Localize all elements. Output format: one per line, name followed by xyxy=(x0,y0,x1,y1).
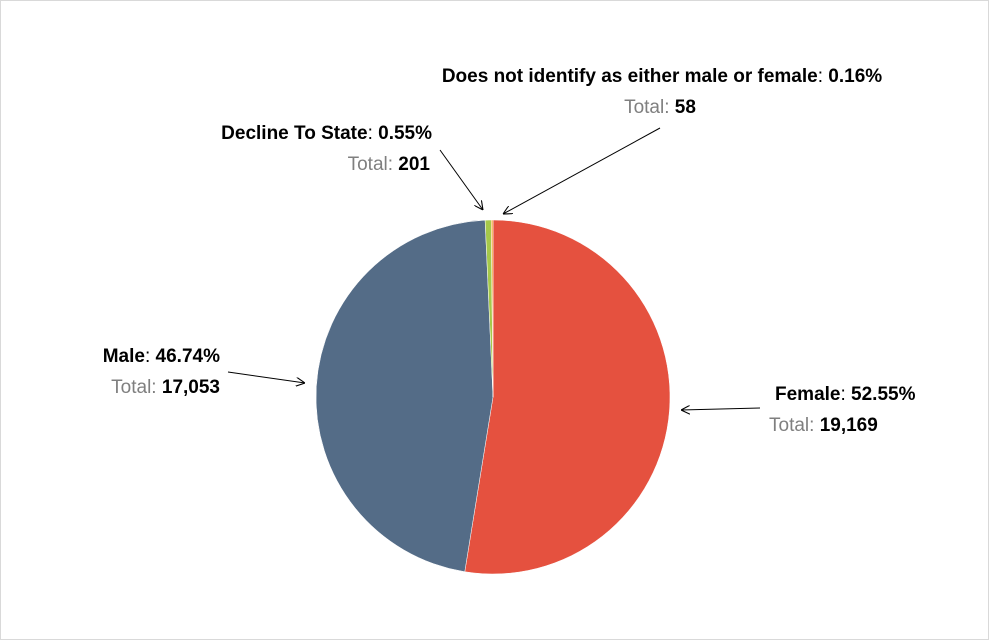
pie-slice xyxy=(490,219,494,398)
leader-arrow xyxy=(681,408,761,410)
pie-slice xyxy=(315,219,494,573)
total-label: Total: xyxy=(111,377,156,398)
total-value: 58 xyxy=(675,97,696,118)
leader-arrow xyxy=(503,127,661,214)
total-line: Total: 17,053 xyxy=(111,377,220,398)
value-label: 0.16% xyxy=(828,66,882,87)
category-name: Decline To State xyxy=(221,123,367,144)
total-label: Total: xyxy=(348,154,393,175)
value-label: 0.55% xyxy=(378,123,432,144)
total-label: Total: xyxy=(769,415,814,436)
leader-arrow xyxy=(439,149,483,210)
slice-label: Female: 52.55% xyxy=(775,384,916,405)
separator: : xyxy=(145,346,150,367)
total-label: Total: xyxy=(624,97,669,118)
value-label: 52.55% xyxy=(851,384,916,405)
slice-label: Male: 46.74% xyxy=(103,346,220,367)
total-value: 19,169 xyxy=(820,415,878,436)
category-name: Female xyxy=(775,384,840,405)
total-value: 17,053 xyxy=(162,377,220,398)
category-name: Male xyxy=(103,346,145,367)
leader-arrow xyxy=(227,371,305,383)
category-name: Does not identify as either male or fema… xyxy=(442,66,818,87)
separator: : xyxy=(368,123,373,144)
value-label: 46.74% xyxy=(156,346,221,367)
separator: : xyxy=(840,384,845,405)
pie-slice xyxy=(464,219,671,575)
slice-label: Decline To State: 0.55% xyxy=(221,123,432,144)
total-line: Total: 19,169 xyxy=(769,415,878,436)
total-line: Total: 201 xyxy=(348,154,431,175)
slice-label: Does not identify as either male or fema… xyxy=(442,66,882,87)
total-line: Total: 58 xyxy=(624,97,696,118)
separator: : xyxy=(818,66,823,87)
total-value: 201 xyxy=(398,154,430,175)
